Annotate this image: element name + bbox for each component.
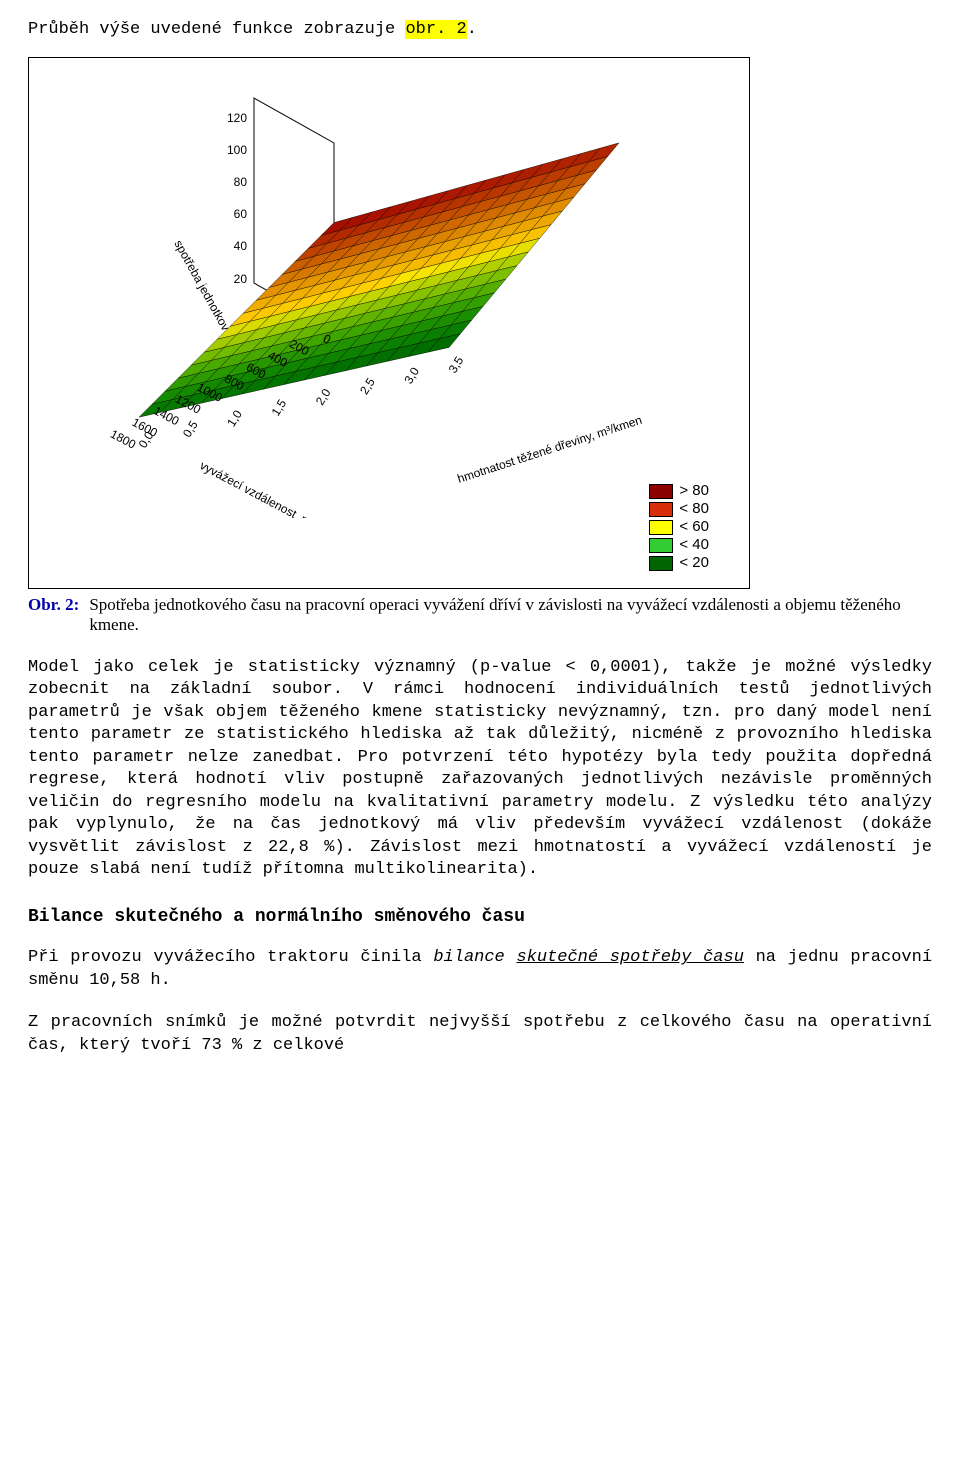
p2-skutecne: skutečné spotřeby času (516, 948, 743, 967)
z-tick: 120 (227, 111, 247, 125)
legend: > 80 < 80 < 60 < 40 < 20 (649, 482, 709, 572)
legend-label: < 60 (679, 518, 709, 536)
legend-row: < 40 (649, 536, 709, 554)
z-tick: 20 (234, 272, 248, 286)
z-tick: 80 (234, 175, 248, 189)
svg-text:0,5: 0,5 (180, 418, 201, 440)
legend-label: < 40 (679, 536, 709, 554)
z-tick: 100 (227, 143, 247, 157)
legend-row: < 80 (649, 500, 709, 518)
surface-grid (139, 143, 619, 417)
caption-text: Spotřeba jednotkového času na pracovní o… (89, 595, 932, 635)
caption-label: Obr. 2: (28, 595, 79, 635)
svg-text:1800: 1800 (108, 427, 138, 452)
legend-row: < 60 (649, 518, 709, 536)
section-heading: Bilance skutečného a normálního směnovéh… (28, 907, 932, 927)
intro-pre: Průběh výše uvedené funkce zobrazuje (28, 20, 405, 39)
legend-row: > 80 (649, 482, 709, 500)
y-axis-label: hmotnatost těžené dřeviny, m³/kmen (456, 413, 644, 486)
svg-text:1,0: 1,0 (224, 407, 245, 429)
svg-text:2,5: 2,5 (357, 375, 378, 397)
legend-swatch (649, 556, 673, 571)
x-axis-label: vyvážecí vzdálenost, m (198, 458, 314, 518)
body-paragraph-3: Z pracovních snímků je možné potvrdit ne… (28, 1012, 932, 1057)
legend-label: > 80 (679, 482, 709, 500)
legend-swatch (649, 484, 673, 499)
legend-label: < 20 (679, 554, 709, 572)
p2-mid (505, 948, 517, 967)
legend-swatch (649, 538, 673, 553)
body-paragraph-1: Model jako celek je statisticky významný… (28, 657, 932, 881)
z-tick: 60 (234, 207, 248, 221)
svg-text:3,0: 3,0 (401, 364, 422, 386)
legend-row: < 20 (649, 554, 709, 572)
intro-line: Průběh výše uvedené funkce zobrazuje obr… (28, 20, 932, 39)
svg-text:2,0: 2,0 (313, 386, 334, 408)
svg-text:1,5: 1,5 (269, 397, 290, 419)
z-tick: 40 (234, 239, 248, 253)
svg-text:3,5: 3,5 (446, 354, 467, 376)
intro-highlight: obr. 2 (405, 20, 466, 39)
legend-swatch (649, 520, 673, 535)
legend-swatch (649, 502, 673, 517)
p2-pre: Při provozu vyvážecího traktoru činila (28, 948, 433, 967)
p2-bilance: bilance (433, 948, 504, 967)
figure-box: 20 40 60 80 100 120 spotřeba jednotkové … (28, 57, 750, 589)
intro-post: . (467, 20, 477, 39)
figure-caption: Obr. 2: Spotřeba jednotkového času na pr… (28, 595, 932, 635)
surface-chart: 20 40 60 80 100 120 spotřeba jednotkové … (79, 78, 699, 518)
legend-label: < 80 (679, 500, 709, 518)
body-paragraph-2: Při provozu vyvážecího traktoru činila b… (28, 947, 932, 992)
